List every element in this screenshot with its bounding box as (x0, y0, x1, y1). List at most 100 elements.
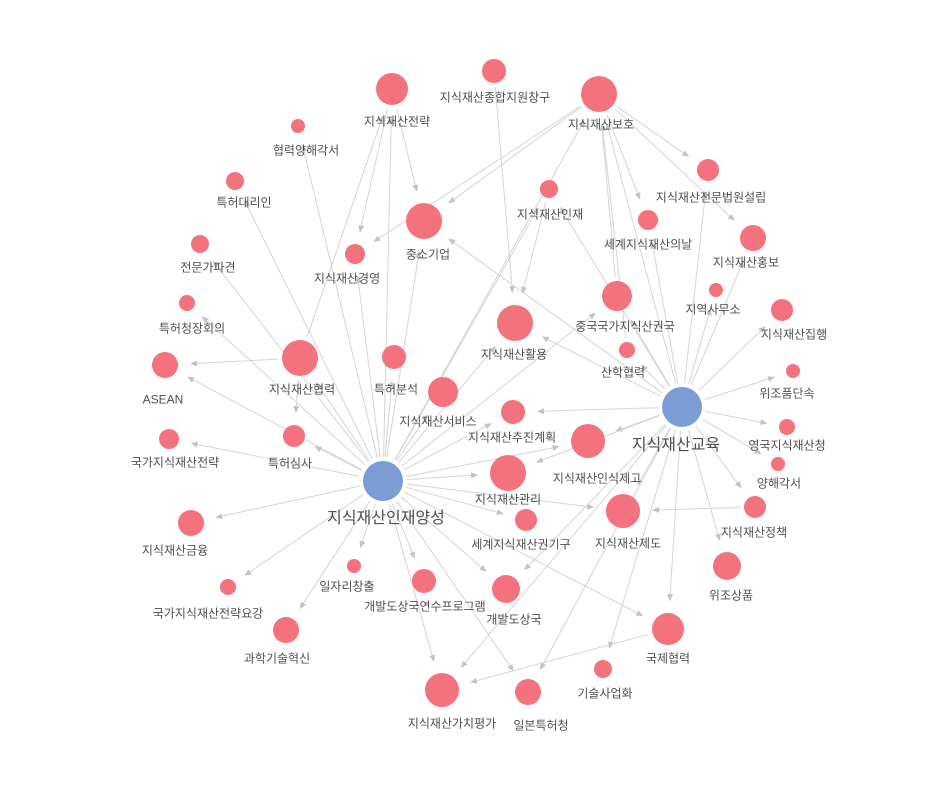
graph-edge-ip-hrd--ip-system (406, 483, 595, 510)
graph-node-label-counterfeit-crackdown: 위조품단속 (759, 386, 814, 400)
graph-edge-ip-hrd--ip-action-plan (403, 423, 492, 471)
graph-node-counterfeit-crackdown[interactable] (786, 364, 800, 378)
graph-node-ip-action-plan[interactable] (501, 400, 525, 424)
graph-node-developing-countries[interactable] (492, 575, 520, 603)
graph-node-national-ip-strategy-outline[interactable] (220, 579, 236, 595)
graph-edge-ip-hrd--developing-country-training (391, 503, 416, 559)
graph-node-ip-talent[interactable] (540, 180, 558, 198)
graph-node-label-job-creation: 일자리창출 (319, 579, 374, 593)
graph-node-ip-valuation[interactable] (425, 673, 459, 707)
graph-node-label-counterfeit-goods: 위조상품 (709, 588, 753, 602)
nodes-layer (152, 59, 800, 707)
graph-edge-ip-hrd--ip-cooperation (316, 382, 371, 462)
graph-node-ip-specialized-court[interactable] (697, 159, 719, 181)
graph-node-ip-management-biz[interactable] (345, 244, 365, 264)
graph-node-label-jpo: 일본특허청 (513, 718, 568, 732)
graph-node-expert-dispatch[interactable] (191, 235, 209, 253)
graph-node-ip-awareness[interactable] (571, 424, 605, 458)
graph-edge-ip-hrd--ip-management (406, 472, 479, 480)
graph-edge-ip-education--ip-specialized-court (684, 192, 708, 384)
graph-node-ip-policy[interactable] (744, 496, 766, 518)
graph-edge-ip-education--ip-protection (605, 123, 677, 384)
graph-edge-ip-hrd--sipo-china (401, 312, 596, 467)
graph-edge-ip-policy--ip-system (652, 506, 741, 513)
graph-node-ip-enforcement[interactable] (771, 299, 793, 321)
graph-node-ip-hrd[interactable] (363, 461, 403, 501)
graph-node-sipo-china[interactable] (602, 281, 632, 311)
graph-node-ip-management[interactable] (490, 455, 526, 491)
graph-node-label-ip-finance: 지식재산금융 (142, 543, 208, 557)
graph-node-wipo[interactable] (515, 509, 537, 531)
graph-edge-ip-hrd--patent-examination (314, 446, 362, 471)
graph-node-label-ip-one-stop-center: 지식재산종합지원창구 (440, 90, 550, 104)
graph-edge-ip-education--ip-system (637, 427, 671, 486)
graph-node-label-ip-awareness: 지식재산인식제고 (553, 471, 641, 485)
graph-edge-ip-hrd--wipo (406, 486, 504, 516)
graph-edge-ip-education--counterfeit-goods (688, 429, 721, 541)
graph-edge-ip-one-stop-center--ip-utilization (494, 86, 515, 294)
graph-node-developing-country-training[interactable] (412, 569, 436, 593)
graph-node-counterfeit-goods[interactable] (713, 552, 741, 580)
graph-node-industry-academia[interactable] (619, 342, 635, 358)
graph-edge-ip-education--regional-office (688, 308, 712, 385)
graph-edge-ip-hrd--intl-cooperation (404, 491, 644, 617)
graph-node-patent-analysis[interactable] (382, 345, 406, 369)
graph-node-ip-cooperation[interactable] (282, 340, 318, 376)
graph-node-label-ip-specialized-court: 지식재산전문법원설립 (656, 190, 766, 204)
graph-edge-ip-hrd--ip-awareness (406, 444, 560, 477)
graph-node-label-wipo: 세계지식재산권기구 (471, 537, 570, 551)
graph-node-national-ip-strategy[interactable] (159, 429, 179, 449)
graph-edge-ip-education--developing-countries (524, 423, 666, 571)
graph-node-asean[interactable] (152, 352, 178, 378)
graph-node-ip-strategy[interactable] (376, 73, 408, 105)
graph-node-label-ip-promotion: 지식재산홍보 (713, 255, 779, 269)
graph-node-label-cooperation-mou: 협력양해각서 (273, 143, 339, 157)
graph-edge-ip-hrd--asean (187, 376, 363, 471)
graph-node-ukipo[interactable] (779, 419, 795, 435)
graph-node-mou[interactable] (771, 457, 785, 471)
graph-edge-ip-education--ip-policy (695, 426, 742, 489)
graph-node-patent-examination[interactable] (283, 425, 305, 447)
graph-node-ip-system[interactable] (606, 494, 640, 528)
graph-node-ip-protection[interactable] (581, 76, 617, 112)
graph-edge-ip-hrd--ip-talent (394, 207, 539, 461)
graph-edge-ip-protection--ip-promotion (614, 108, 735, 221)
graph-node-label-ip-protection: 지식재산보호 (568, 117, 634, 131)
graph-edge-ip-education--world-ip-day (650, 241, 679, 384)
graph-edge-ip-protection--sme (448, 106, 582, 204)
graph-edge-ip-hrd--national-ip-strategy-outline (244, 494, 364, 576)
graph-node-label-mou: 양해각서 (757, 476, 801, 490)
graph-node-cooperation-mou[interactable] (291, 119, 305, 133)
graph-node-world-ip-day[interactable] (638, 210, 658, 230)
graph-edge-ip-cooperation--patent-examination (293, 379, 300, 414)
graph-edge-ip-education--ukipo (705, 411, 768, 425)
graph-node-patent-office-heads-meeting[interactable] (179, 295, 195, 311)
graph-node-sme[interactable] (406, 203, 442, 239)
graph-node-job-creation[interactable] (347, 559, 361, 573)
graph-node-ip-promotion[interactable] (740, 225, 766, 251)
graph-node-ip-services[interactable] (428, 377, 458, 407)
graph-node-patent-attorney[interactable] (226, 172, 244, 190)
graph-node-label-ip-enforcement: 지식재산집행 (761, 326, 827, 341)
graph-edge-ip-education--ip-utilization (541, 336, 661, 397)
graph-node-jpo[interactable] (515, 679, 541, 705)
graph-edge-ip-education--ip-valuation (460, 424, 667, 668)
graph-edge-ip-hrd--developing-countries (400, 496, 487, 572)
graph-node-label-developing-country-training: 개발도상국연수프로그램 (364, 599, 485, 613)
graph-node-label-intl-cooperation: 국제협력 (646, 651, 690, 665)
graph-edge-ip-education--mou (702, 418, 762, 455)
graph-node-intl-cooperation[interactable] (652, 613, 684, 645)
graph-node-ip-one-stop-center[interactable] (482, 59, 506, 83)
graph-edge-ip-strategy--sme (396, 108, 419, 192)
graph-node-regional-office[interactable] (709, 283, 723, 297)
graph-node-ip-utilization[interactable] (497, 305, 533, 341)
graph-node-sci-tech-innovation[interactable] (273, 617, 299, 643)
graph-node-label-ip-policy: 지식재산정책 (721, 524, 787, 539)
graph-node-tech-commercialization[interactable] (594, 660, 612, 678)
graph-edge-ip-education--jpo (539, 427, 672, 670)
graph-node-ip-finance[interactable] (178, 510, 204, 536)
graph-node-ip-education[interactable] (662, 387, 702, 427)
edges-layer (187, 86, 775, 684)
graph-edge-ip-hrd--ip-finance (215, 485, 360, 520)
